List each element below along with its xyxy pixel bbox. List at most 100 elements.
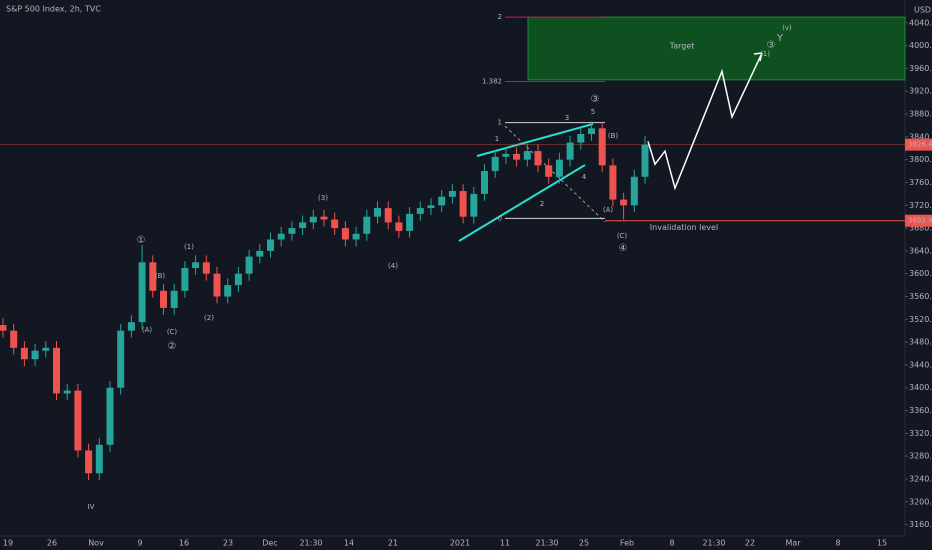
y-tick-label: 3280.0 <box>909 452 932 461</box>
wave-label: IV <box>88 503 95 511</box>
wave-label: ④ <box>619 243 628 254</box>
y-tick-label: 4040.0 <box>909 18 932 27</box>
candle-body <box>309 216 317 223</box>
candle-body <box>267 239 274 251</box>
candle-body <box>620 199 628 206</box>
candle-body <box>10 330 18 348</box>
candle-body <box>470 193 478 217</box>
candle-body <box>0 325 7 331</box>
candle-body <box>202 262 210 274</box>
y-tick-label: 3240.0 <box>909 474 932 483</box>
candle-body <box>288 228 296 234</box>
y-tick-label: 3840.0 <box>909 132 932 141</box>
wave-label: ③ <box>591 94 600 105</box>
x-tick-label: 2021 <box>450 539 470 548</box>
candle-body <box>598 128 606 166</box>
candle-body <box>630 176 638 206</box>
candle-body <box>341 228 349 240</box>
candle-body <box>459 191 467 217</box>
candle-body <box>513 153 521 160</box>
x-tick-label: 9 <box>137 539 142 548</box>
fib-label: 2 <box>498 13 502 21</box>
candle-body <box>160 290 167 308</box>
candle-body <box>363 216 371 234</box>
fib-diagonal <box>504 125 606 223</box>
candle-body <box>31 350 39 360</box>
wave-label: ③ <box>767 40 776 51</box>
wave-label: (C) <box>167 328 178 336</box>
candle-body <box>299 222 307 229</box>
y-tick-label: 3720.0 <box>909 201 932 210</box>
wave-label: (B) <box>608 132 619 140</box>
y-tick-label: 3520.0 <box>909 315 932 324</box>
candle-body <box>213 273 221 297</box>
trendline <box>476 123 594 157</box>
y-tick-label: 3400.0 <box>909 383 932 392</box>
candle-body <box>224 285 232 297</box>
candle-body <box>406 213 414 231</box>
x-tick-label: 22 <box>745 539 755 548</box>
candle-body <box>502 153 510 157</box>
fib-label: 1 <box>498 119 502 127</box>
candle-body <box>641 144 649 177</box>
fib-label: 1.382 <box>482 78 502 86</box>
candle-body <box>127 322 135 331</box>
x-tick-label: Dec <box>262 539 277 548</box>
wave-label: 4 <box>582 173 587 181</box>
trendline <box>458 164 586 242</box>
x-tick-label: 14 <box>344 539 354 548</box>
target-label: Target <box>669 42 695 51</box>
y-tick-label: 3960.0 <box>909 64 932 73</box>
candle-body <box>95 444 103 474</box>
x-tick-label: 21:30 <box>299 539 322 548</box>
candle-body <box>192 262 200 268</box>
x-tick-label: 15 <box>877 539 887 548</box>
projection-path <box>647 52 763 191</box>
wave-label: (4) <box>388 262 398 270</box>
candle-body <box>534 151 542 166</box>
candle-body <box>384 208 392 223</box>
wave-label: ② <box>168 341 177 352</box>
y-tick-label: 3600.0 <box>909 269 932 278</box>
y-tick-label: 4000.0 <box>909 41 932 50</box>
x-tick-label: Nov <box>88 539 104 548</box>
candle-body <box>42 347 50 351</box>
price-tag <box>905 214 932 227</box>
x-tick-label: 8 <box>835 539 840 548</box>
x-tick-label: 19 <box>3 539 13 548</box>
candle-body <box>566 142 574 160</box>
y-tick-label: 3680.0 <box>909 224 932 233</box>
invalidation-price-label: 3692.9 <box>908 217 932 225</box>
candle-body <box>256 250 264 257</box>
candle-body <box>352 233 360 240</box>
currency: USD <box>914 6 931 15</box>
x-tick-label: 26 <box>47 539 57 548</box>
price-tag <box>905 138 932 151</box>
candle-body <box>138 262 146 323</box>
y-tick-label: 3760.0 <box>909 178 932 187</box>
candle-body <box>448 191 456 197</box>
y-tick-label: 3920.0 <box>909 87 932 96</box>
candle-body <box>577 134 585 143</box>
candle-body <box>181 268 189 291</box>
x-tick-label: 8 <box>669 539 674 548</box>
candle-body <box>438 196 446 206</box>
candle-body <box>588 128 595 134</box>
x-tick-label: 23 <box>223 539 233 548</box>
candle-body <box>320 216 328 220</box>
candle-body <box>245 256 253 274</box>
wave-label: (A) <box>142 326 153 334</box>
candle-body <box>74 390 82 451</box>
x-tick-label: Mar <box>785 539 801 548</box>
x-tick-label: Feb <box>620 539 634 548</box>
candle-body <box>395 222 403 231</box>
wave-label: (B) <box>155 272 166 280</box>
candle-body <box>374 208 381 217</box>
wave-label: (1) <box>184 243 194 251</box>
candle-body <box>149 262 157 291</box>
wave-label: 1 <box>495 135 499 143</box>
x-tick-label: 21:30 <box>535 539 558 548</box>
candle-body <box>555 159 563 177</box>
